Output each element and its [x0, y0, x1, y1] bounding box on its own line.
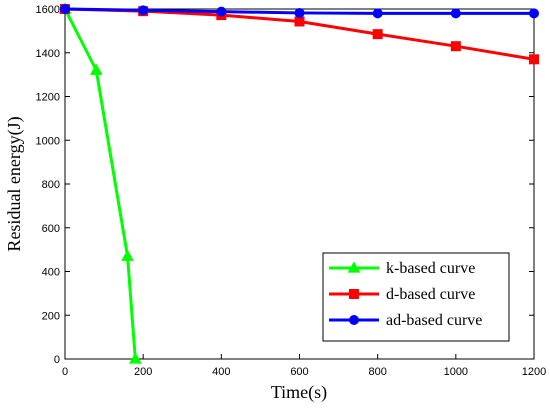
series-line: [63, 8, 137, 360]
x-tick-label: 200: [134, 366, 152, 378]
legend-label: k-based curve: [386, 260, 475, 277]
data-point: [294, 16, 305, 27]
data-point: [372, 29, 383, 40]
legend-swatch-marker: [349, 315, 359, 325]
legend-item: ad-based curve: [329, 312, 482, 329]
x-tick-label: 1200: [522, 366, 546, 378]
x-axis-title: Time(s): [271, 382, 327, 403]
data-point: [138, 5, 149, 16]
y-tick-label: 800: [42, 179, 60, 191]
x-tick-label: 0: [62, 366, 68, 378]
x-tick-label: 600: [290, 366, 308, 378]
data-point: [216, 6, 227, 17]
legend-swatch-marker: [347, 261, 361, 273]
series-layer: [58, 2, 539, 364]
data-point: [294, 7, 305, 18]
x-tick-label: 800: [368, 366, 386, 378]
data-point: [529, 54, 539, 65]
legend-label: ad-based curve: [386, 312, 482, 329]
legend-swatch-marker: [349, 289, 359, 299]
y-tick-label: 600: [42, 223, 60, 235]
legend-item: d-based curve: [329, 286, 475, 303]
legend-item: k-based curve: [329, 260, 475, 277]
data-point: [450, 41, 461, 52]
y-tick-label: 1000: [36, 135, 60, 147]
data-point: [372, 8, 383, 19]
legend: k-based curve d-based curve ad-based curve: [322, 252, 510, 342]
data-point: [529, 8, 539, 19]
data-point: [121, 249, 134, 261]
legend-label: d-based curve: [386, 286, 475, 303]
y-axis-title: Residual energy(J): [4, 116, 25, 251]
y-tick-label: 400: [42, 267, 60, 279]
data-point: [60, 4, 70, 14]
y-tick-label: 1600: [36, 4, 60, 16]
data-point: [89, 63, 103, 75]
data-point: [450, 8, 461, 19]
x-tick-label: 1000: [444, 366, 468, 378]
data-point: [128, 352, 142, 364]
x-tick-label: 400: [212, 366, 230, 378]
y-tick-label: 200: [42, 310, 60, 322]
y-tick-label: 1400: [36, 48, 60, 60]
y-tick-label: 1200: [36, 92, 60, 104]
y-tick-label: 0: [54, 354, 60, 366]
series-ad-based-curve: [60, 4, 539, 19]
